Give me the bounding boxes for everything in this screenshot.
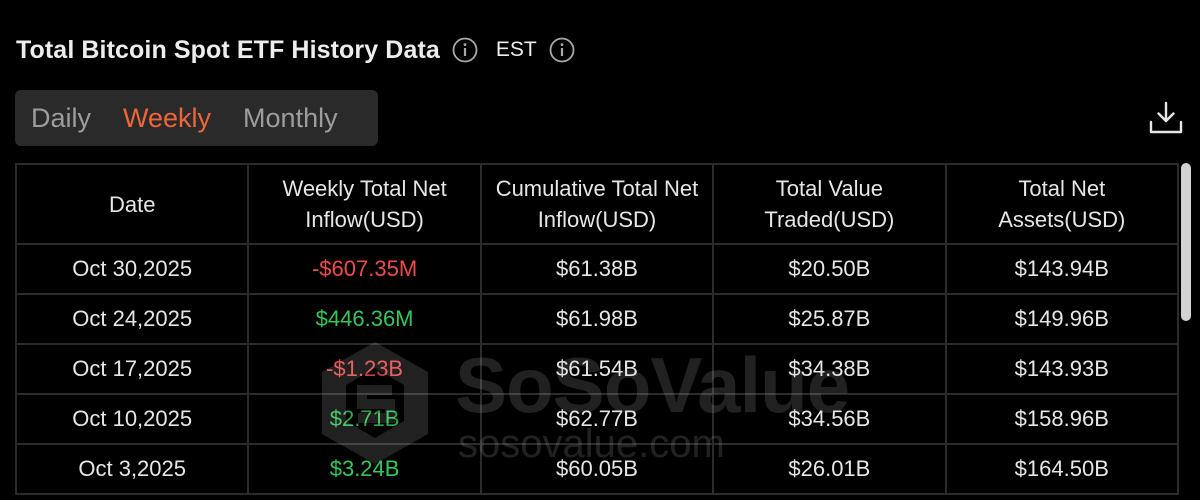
cell-value-traded: $34.56B [712, 393, 947, 445]
cell-cumulative-inflow: $61.38B [479, 243, 715, 295]
cell-net-assets: $164.50B [944, 443, 1179, 495]
tab-daily[interactable]: Daily [31, 102, 92, 133]
cell-cumulative-inflow: $60.05B [479, 443, 715, 495]
table-scrollbar[interactable] [1181, 163, 1191, 321]
table-header-row: Date Weekly Total Net Inflow(USD) Cumula… [15, 163, 1179, 245]
cell-weekly-inflow: $446.36M [247, 293, 482, 345]
table-row: Oct 30,2025 -$607.35M $61.38B $20.50B $143.9… [15, 243, 1179, 295]
download-icon [1149, 101, 1183, 134]
history-table: Date Weekly Total Net Inflow(USD) Cumula… [15, 163, 1179, 495]
column-header-date: Date [15, 163, 250, 245]
tab-weekly[interactable]: Weekly [123, 102, 212, 133]
table-row: Oct 10,2025 $2.71B $62.77B $34.56B $158.96B [15, 393, 1179, 445]
cell-weekly-inflow: $3.24B [247, 443, 482, 495]
timezone-label: EST [495, 38, 537, 61]
cell-cumulative-inflow: $61.98B [479, 293, 715, 345]
cell-date: Oct 24,2025 [15, 293, 250, 345]
page-header: Total Bitcoin Spot ETF History Data EST [16, 30, 575, 70]
table-row: Oct 3,2025 $3.24B $60.05B $26.01B $164.50B [15, 443, 1179, 495]
cell-cumulative-inflow: $61.54B [479, 343, 715, 395]
column-header-net-assets: Total Net Assets(USD) [944, 163, 1179, 245]
tab-monthly[interactable]: Monthly [243, 102, 338, 133]
table-row: Oct 24,2025 $446.36M $61.98B $25.87B $149.96… [15, 293, 1179, 345]
page-title: Total Bitcoin Spot ETF History Data [16, 35, 440, 64]
cell-value-traded: $20.50B [712, 243, 947, 295]
cell-net-assets: $143.93B [944, 343, 1179, 395]
cell-weekly-inflow: $2.71B [247, 393, 482, 445]
cell-date: Oct 17,2025 [15, 343, 250, 395]
cell-value-traded: $34.38B [712, 343, 947, 395]
column-header-cumulative-inflow: Cumulative Total Net Inflow(USD) [479, 163, 715, 245]
cell-weekly-inflow: -$607.35M [247, 243, 482, 295]
history-table-container: Date Weekly Total Net Inflow(USD) Cumula… [15, 163, 1179, 500]
cell-date: Oct 30,2025 [15, 243, 250, 295]
column-header-weekly-inflow: Weekly Total Net Inflow(USD) [247, 163, 482, 245]
cell-cumulative-inflow: $62.77B [479, 393, 715, 445]
cell-date: Oct 3,2025 [15, 443, 250, 495]
table-body: Oct 30,2025 -$607.35M $61.38B $20.50B $143.9… [15, 243, 1179, 495]
timezone-info-icon[interactable] [549, 37, 575, 63]
column-header-value-traded: Total Value Traded(USD) [712, 163, 947, 245]
cell-net-assets: $149.96B [944, 293, 1179, 345]
info-icon[interactable] [452, 37, 478, 63]
table-row: Oct 17,2025 -$1.23B $61.54B $34.38B $143.93B [15, 343, 1179, 395]
download-button[interactable] [1148, 100, 1184, 136]
cell-net-assets: $158.96B [944, 393, 1179, 445]
cell-net-assets: $143.94B [944, 243, 1179, 295]
cell-value-traded: $25.87B [712, 293, 947, 345]
cell-date: Oct 10,2025 [15, 393, 250, 445]
cell-value-traded: $26.01B [712, 443, 947, 495]
period-tabs: Daily Weekly Monthly [15, 90, 378, 146]
cell-weekly-inflow: -$1.23B [247, 343, 482, 395]
